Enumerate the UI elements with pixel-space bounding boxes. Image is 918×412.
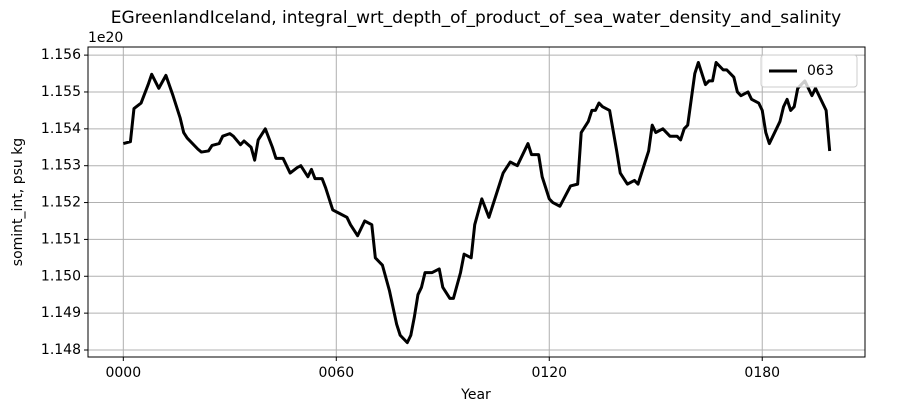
y-offset-label: 1e20	[88, 30, 123, 46]
y-tick-label: 1.154	[41, 121, 81, 137]
y-axis-label: somint_int, psu kg	[10, 138, 26, 266]
x-tick-label: 0000	[105, 365, 141, 381]
line	[122, 60, 832, 345]
y-tick-label: 1.148	[41, 342, 81, 358]
plot-frame	[87, 46, 866, 358]
chart-title: EGreenlandIceland, integral_wrt_depth_of…	[111, 8, 841, 28]
x-tick-label: 0120	[531, 365, 567, 381]
y-tick-label: 1.151	[41, 231, 81, 247]
x-tick-label: 0180	[744, 365, 780, 381]
y-tick-label: 1.156	[41, 47, 81, 63]
y-tick-label: 1.149	[41, 305, 81, 321]
x-tick-label: 0060	[318, 365, 354, 381]
x-axis-label: Year	[460, 387, 491, 403]
legend-label: 063	[807, 63, 834, 79]
y-tick-label: 1.150	[41, 268, 81, 284]
y-tick-label: 1.152	[41, 195, 81, 211]
legend-box	[760, 54, 858, 88]
y-tick-label: 1.153	[41, 158, 81, 174]
y-tick-label: 1.155	[41, 84, 81, 100]
